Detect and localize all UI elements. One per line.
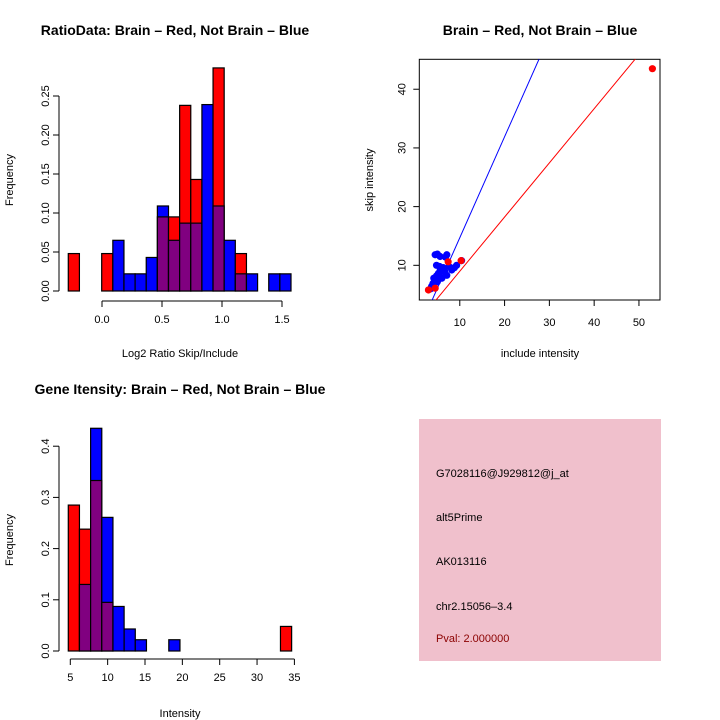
bar-not-brain [245, 273, 259, 292]
x-tick-label: 1.0 [214, 314, 229, 326]
event-type: alt5Prime [436, 512, 482, 524]
bar-brain [67, 504, 81, 652]
bar-not-brain [123, 273, 136, 292]
bar-not-brain [134, 273, 147, 292]
bar-overlap [167, 239, 181, 292]
y-tick-label: 0.1 [40, 592, 52, 607]
x-tick-label: 40 [588, 317, 600, 329]
scatter-x-label: include intensity [501, 348, 580, 360]
gene-intensity-y-label: Frequency [4, 514, 16, 566]
point-brain [431, 284, 439, 292]
bar-not-brain [123, 628, 136, 652]
bar-overlap [78, 583, 92, 652]
x-tick-label: 10 [454, 317, 466, 329]
x-tick-label: 30 [251, 672, 263, 684]
point-not-brain [436, 252, 444, 261]
point-brain [424, 286, 433, 294]
y-tick-label: 30 [396, 142, 408, 154]
x-tick-label: 10 [102, 672, 114, 684]
ratio-histogram-title: RatioData: Brain – Red, Not Brain – Blue [41, 22, 310, 38]
bar-brain [279, 625, 293, 652]
y-tick-label: 0.05 [40, 241, 52, 262]
point-brain [444, 258, 452, 266]
point-brain [648, 65, 656, 73]
y-tick-label: 10 [396, 259, 408, 271]
x-tick-label: 50 [633, 317, 645, 329]
regression-lines [431, 59, 636, 300]
x-tick-label: 35 [288, 672, 300, 684]
x-tick-label: 20 [176, 672, 188, 684]
x-tick-label: 30 [543, 317, 555, 329]
y-tick-label: 0.00 [40, 280, 52, 301]
point-not-brain [440, 267, 449, 275]
ratio-y-label: Frequency [4, 154, 16, 206]
ratio-histogram-panel: RatioData: Brain – Red, Not Brain – Blue… [4, 22, 309, 360]
intensity-scatter-panel: Brain – Red, Not Brain – Blue include in… [364, 22, 661, 360]
genomic-location: chr2.15056–3.4 [436, 601, 512, 613]
point-not-brain [450, 264, 459, 272]
y-tick-label: 0.15 [40, 163, 52, 184]
bar-overlap [90, 479, 103, 652]
bar-overlap [190, 222, 203, 292]
bar-brain [67, 252, 81, 292]
y-tick-label: 0.4 [40, 439, 52, 454]
red-line [435, 59, 636, 300]
x-tick-label: 5 [67, 672, 73, 684]
y-tick-label: 0.0 [40, 643, 52, 658]
scatter-title: Brain – Red, Not Brain – Blue [443, 22, 638, 38]
gene-intensity-histogram-panel: Gene Itensity: Brain – Red, Not Brain – … [4, 381, 326, 720]
y-tick-label: 20 [396, 200, 408, 212]
accession: AK013116 [436, 556, 487, 568]
bar-not-brain [268, 273, 281, 292]
x-tick-label: 1.5 [274, 314, 289, 326]
p-value: Pval: 2.000000 [436, 633, 509, 645]
bar-not-brain [168, 639, 181, 652]
info-panel: G7028116@J929812@j_at alt5Prime AK013116… [419, 419, 661, 661]
blue-line [431, 59, 540, 300]
bar-overlap [234, 273, 248, 292]
bar-not-brain [134, 639, 148, 652]
bar-brain [101, 252, 114, 292]
point-not-brain [430, 274, 438, 282]
x-tick-label: 20 [498, 317, 510, 329]
bar-not-brain [279, 273, 292, 292]
y-tick-label: 0.10 [40, 202, 52, 223]
x-tick-label: 0.0 [94, 314, 109, 326]
x-tick-label: 25 [214, 672, 226, 684]
y-tick-label: 0.20 [40, 124, 52, 145]
bar-overlap [101, 601, 114, 652]
gene-intensity-title: Gene Itensity: Brain – Red, Not Brain – … [35, 381, 326, 397]
gene-intensity-x-label: Intensity [160, 708, 201, 720]
bar-not-brain [223, 239, 236, 292]
y-tick-label: 0.25 [40, 85, 52, 106]
bar-not-brain [112, 239, 125, 292]
y-tick-label: 0.3 [40, 490, 52, 505]
bar-not-brain [145, 256, 158, 292]
bar-not-brain [112, 605, 125, 652]
y-tick-label: 0.2 [40, 541, 52, 556]
bar-overlap [179, 222, 192, 292]
bar-overlap [212, 205, 225, 292]
point-brain [457, 257, 465, 265]
scatter-y-label: skip intensity [364, 148, 376, 211]
x-tick-label: 0.5 [154, 314, 169, 326]
y-tick-label: 40 [396, 83, 408, 95]
bar-not-brain [201, 103, 214, 292]
x-tick-label: 15 [139, 672, 151, 684]
probe-id: G7028116@J929812@j_at [436, 468, 569, 480]
info-panel-background [419, 419, 661, 661]
bar-overlap [156, 216, 170, 292]
ratio-x-label: Log2 Ratio Skip/Include [122, 348, 238, 360]
